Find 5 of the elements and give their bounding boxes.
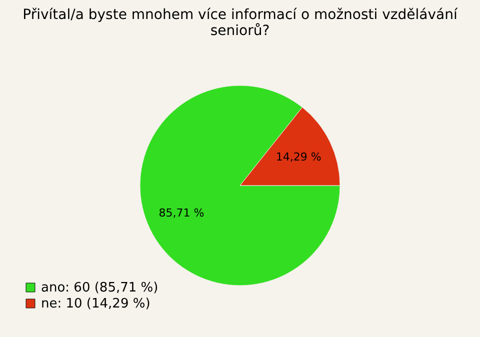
data-label: 85,71 %: [158, 206, 204, 220]
legend-label: ne: 10 (14,29 %): [41, 296, 150, 312]
data-label: 14,29 %: [276, 150, 322, 164]
chart-title: Přivítal/a byste mnohem více informací o možnosti vzdělávání seniorů?: [22, 7, 458, 39]
legend-label: ano: 60 (85,71 %): [41, 280, 158, 296]
